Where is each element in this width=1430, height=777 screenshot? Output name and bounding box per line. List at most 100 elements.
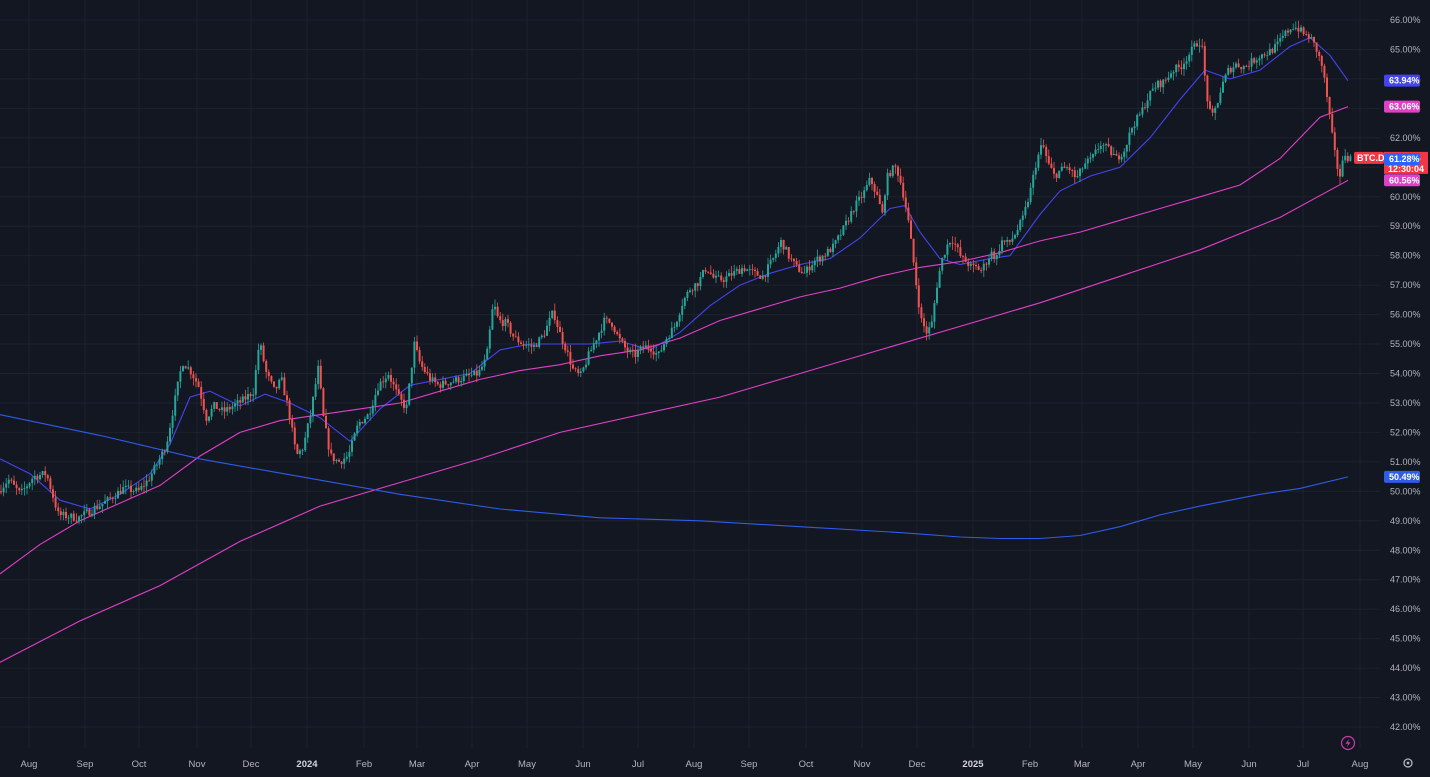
x-axis[interactable]: Aug Sep Oct Nov Dec 2024 Feb Mar Apr May Jun Jul Aug…: [21, 759, 1369, 770]
candle: [486, 346, 489, 360]
candle: [1094, 144, 1097, 157]
candle: [153, 461, 156, 475]
candle: [10, 477, 13, 484]
candle: [215, 402, 218, 410]
candle: [1245, 64, 1248, 68]
candle: [455, 375, 457, 384]
candle: [356, 420, 359, 437]
candle: [171, 410, 174, 434]
candle: [1284, 29, 1287, 39]
candle: [538, 336, 541, 349]
candle: [364, 416, 366, 425]
candle: [673, 322, 676, 333]
gear-icon[interactable]: [1403, 758, 1413, 768]
candle: [278, 378, 281, 390]
candle: [574, 367, 577, 372]
candle: [416, 335, 418, 352]
candle: [273, 381, 275, 388]
candle: [447, 384, 450, 389]
candle: [501, 313, 504, 331]
candle: [343, 452, 346, 470]
y-axis[interactable]: 42.00% 43.00% 44.00% 45.00% 46.00% 47.00% 48.0…: [1390, 15, 1421, 732]
badge-value: 63.06%: [1389, 102, 1420, 112]
candle: [644, 340, 647, 348]
candle: [618, 328, 621, 344]
candle: [49, 475, 52, 493]
candle: [1034, 161, 1037, 180]
candle: [470, 367, 473, 378]
candle: [1175, 63, 1178, 77]
candle: [132, 489, 135, 495]
x-tick-label: Feb: [356, 759, 372, 770]
candle: [512, 333, 515, 341]
candle: [312, 396, 314, 423]
candle: [631, 344, 634, 358]
candle: [83, 504, 86, 522]
candle: [13, 475, 15, 486]
candle: [733, 264, 736, 279]
candle: [855, 195, 858, 218]
candle: [514, 330, 517, 338]
x-tick-label: Jun: [575, 759, 590, 770]
candle: [1099, 141, 1102, 154]
candle: [345, 451, 348, 462]
candle: [275, 386, 278, 394]
candle: [1081, 167, 1084, 173]
candle: [977, 263, 980, 271]
candle: [1232, 62, 1235, 78]
candle: [405, 401, 408, 414]
candle: [1255, 57, 1258, 69]
candle: [751, 264, 754, 276]
candle: [923, 313, 925, 333]
candle: [1071, 168, 1074, 177]
candle: [764, 275, 767, 282]
y-tick-label: 52.00%: [1390, 427, 1421, 437]
ma-line-1: [0, 106, 1349, 575]
candle: [449, 382, 452, 390]
badge-value: 60.56%: [1389, 175, 1420, 185]
y-tick-label: 46.00%: [1390, 604, 1421, 614]
x-tick-label: Mar: [409, 759, 425, 770]
candle: [1266, 50, 1269, 61]
candle: [442, 376, 444, 391]
candle: [473, 370, 476, 376]
candle: [543, 330, 546, 339]
candle: [392, 378, 395, 391]
candle: [1125, 144, 1128, 159]
candle: [192, 371, 195, 386]
candle: [962, 255, 964, 264]
x-tick-label: May: [1184, 759, 1202, 770]
candle: [1141, 101, 1144, 118]
candle: [637, 346, 639, 362]
candle: [793, 258, 795, 268]
candle: [176, 381, 179, 401]
y-tick-label: 59.00%: [1390, 221, 1421, 231]
candle: [46, 474, 49, 482]
candle: [382, 376, 385, 388]
candle: [241, 393, 244, 403]
candle: [1016, 224, 1019, 238]
lightning-icon[interactable]: [1340, 735, 1356, 751]
candle: [569, 345, 572, 372]
candle: [309, 409, 312, 429]
candle: [31, 476, 34, 491]
y-tick-label: 65.00%: [1390, 44, 1421, 54]
candle: [1209, 95, 1211, 111]
candle: [325, 408, 327, 429]
candle: [572, 359, 574, 370]
candle: [205, 408, 208, 426]
candle: [213, 401, 216, 412]
candle: [286, 390, 288, 406]
candle: [265, 359, 268, 379]
candle: [1136, 113, 1139, 130]
candle: [665, 336, 668, 347]
candle: [634, 343, 637, 364]
candle: [202, 392, 205, 414]
candle: [889, 169, 892, 178]
y-tick-label: 45.00%: [1390, 634, 1421, 644]
candle: [842, 225, 845, 236]
candle: [1318, 50, 1321, 62]
candle: [1250, 52, 1253, 72]
